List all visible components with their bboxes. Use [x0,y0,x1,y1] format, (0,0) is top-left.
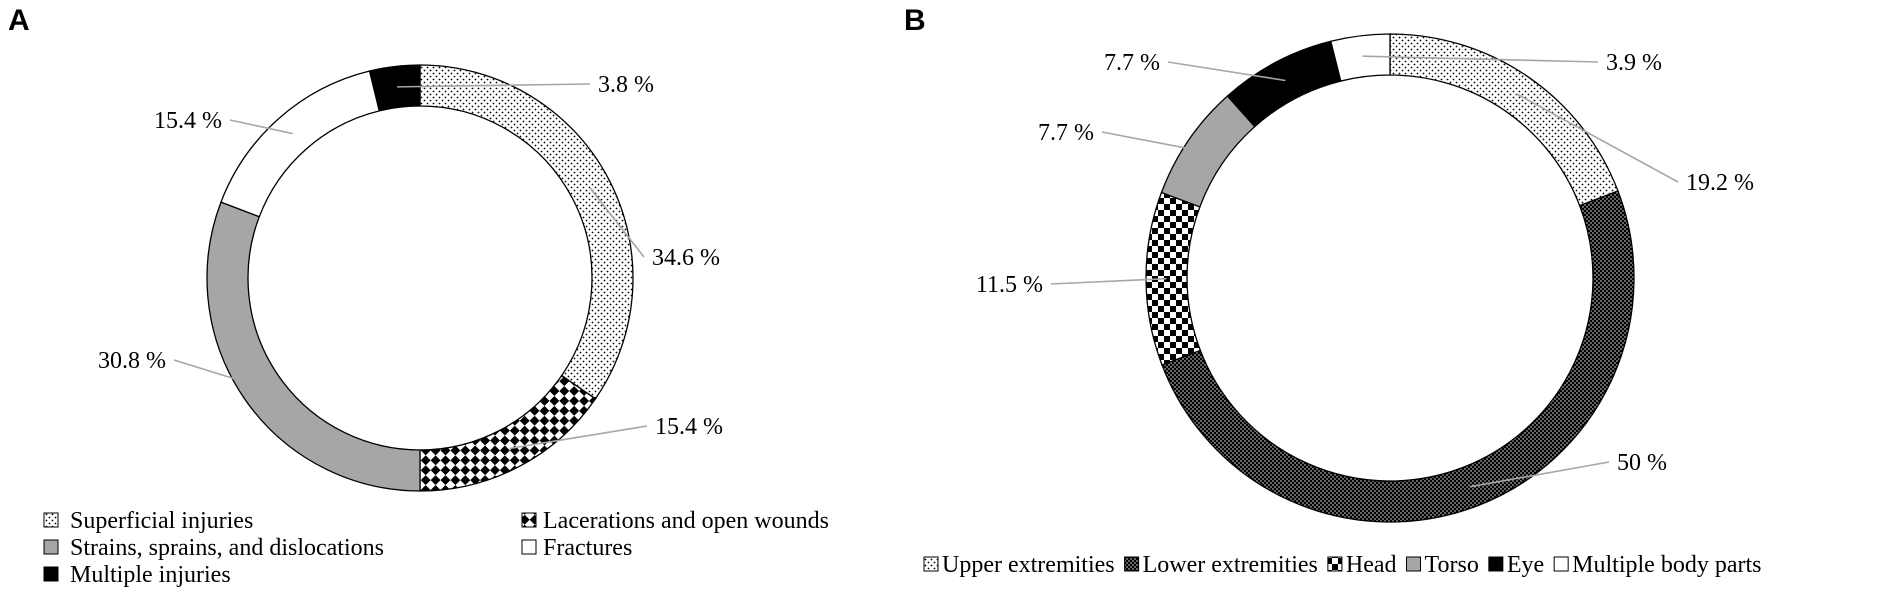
legend-item-b-torso: Torso [1425,552,1479,578]
legend-item-a-fractures: Fractures [543,535,632,561]
data-label-a-strains-sprains-and-dislocations: 30.8 % [98,348,166,374]
legend-swatch-a-strains-sprains-and-dislocations [43,539,59,555]
legend-swatch-a-fractures [521,539,537,555]
leader-line-a-fractures [229,119,293,135]
leader-line-a-multiple-injuries [397,83,591,88]
leader-line-a-superficial-injuries [589,187,645,258]
legend-swatch-b-lower-extremities [1124,556,1140,572]
leader-line-b-head [1050,277,1167,285]
data-label-b-torso: 7.7 % [1038,120,1094,146]
leader-line-a-strains-sprains-and-dislocations [173,359,262,388]
slice-b-multiple-body-parts [1330,33,1391,82]
legend-swatch-b-torso [1406,556,1422,572]
legend-item-a-strains-sprains-and-dislocations: Strains, sprains, and dislocations [70,535,384,561]
leader-line-b-lower-extremities [1469,461,1610,488]
legend-swatch-a-lacerations-and-open-wounds [521,512,537,528]
data-label-a-fractures: 15.4 % [154,108,222,134]
slice-a-fractures [220,70,381,218]
slice-b-torso [1160,95,1256,208]
data-label-a-lacerations-and-open-wounds: 15.4 % [655,414,723,440]
panel-letter-b: B [904,4,926,37]
legend-item-a-multiple-injuries: Multiple injuries [70,562,231,588]
data-label-a-superficial-injuries: 34.6 % [652,245,720,271]
panel-letter-a: A [8,4,30,37]
legend-item-a-lacerations-and-open-wounds: Lacerations and open wounds [543,508,829,534]
legend-swatch-b-head [1327,556,1343,572]
leader-line-a-lacerations-and-open-wounds [509,425,648,450]
slice-b-eye [1226,40,1342,128]
data-label-b-upper-extremities: 19.2 % [1686,170,1754,196]
slice-a-lacerations-and-open-wounds [419,374,597,492]
leader-line-b-torso [1101,131,1206,153]
legend-item-b-multiple-body-parts: Multiple body parts [1572,552,1761,578]
data-label-b-head: 11.5 % [976,272,1043,298]
legend-item-a-superficial-injuries: Superficial injuries [70,508,253,534]
data-label-b-eye: 7.7 % [1104,50,1160,76]
slice-a-strains-sprains-and-dislocations [206,201,421,492]
legend-swatch-a-multiple-injuries [43,566,59,582]
legend-swatch-b-multiple-body-parts [1553,556,1569,572]
data-label-a-multiple-injuries: 3.8 % [598,72,654,98]
legend-item-b-upper-extremities: Upper extremities [942,552,1115,578]
slice-b-lower-extremities [1161,190,1635,523]
slice-a-superficial-injuries [419,64,634,400]
slice-a-multiple-injuries [368,64,421,112]
legend-item-b-head: Head [1346,552,1397,578]
leader-line-b-multiple-body-parts [1362,55,1599,63]
data-label-b-multiple-body-parts: 3.9 % [1606,50,1662,76]
legend-swatch-a-superficial-injuries [43,512,59,528]
leader-line-b-eye [1167,61,1286,82]
donut-chart-b: 19.2 % 50 % 11.5 % 7.7 % 7.7 % 3.9 % Upper ext… [923,33,1761,578]
leader-line-b-upper-extremities [1516,93,1679,183]
donut-chart-a: 34.6 % 15.4 % 30.8 % 15.4 % 3.8 % Superficial… [43,64,829,588]
data-label-b-lower-extremities: 50 % [1617,450,1667,476]
legend-swatch-b-upper-extremities [923,556,939,572]
legend-swatch-b-eye [1488,556,1504,572]
legend-item-b-lower-extremities: Lower extremities [1143,552,1318,578]
legend-item-b-eye: Eye [1507,552,1544,578]
